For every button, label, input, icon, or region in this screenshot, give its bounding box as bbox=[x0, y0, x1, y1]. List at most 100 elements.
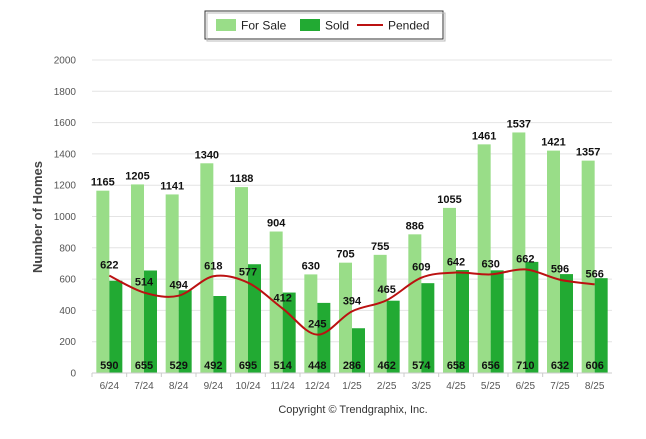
y-tick-label: 1200 bbox=[54, 181, 77, 192]
sold-value-label: 514 bbox=[273, 360, 292, 372]
legend-sold-label: Sold bbox=[325, 19, 349, 33]
for-sale-bar bbox=[477, 144, 491, 373]
x-tick-label: 12/24 bbox=[305, 381, 330, 392]
for-sale-value-label: 1165 bbox=[91, 177, 115, 189]
for-sale-bar bbox=[131, 184, 144, 373]
sold-bar bbox=[317, 302, 331, 373]
legend-for-sale-label: For Sale bbox=[241, 19, 287, 33]
pended-value-label: 642 bbox=[447, 257, 465, 269]
legend-box bbox=[204, 10, 444, 40]
legend-for-sale-swatch bbox=[216, 19, 236, 31]
pended-value-label: 577 bbox=[239, 267, 257, 279]
for-sale-value-label: 1421 bbox=[541, 137, 565, 149]
sold-value-label: 695 bbox=[239, 360, 257, 372]
sold-bar bbox=[178, 290, 192, 373]
sold-value-label: 656 bbox=[481, 360, 499, 372]
pended-value-label: 622 bbox=[100, 260, 118, 272]
pended-value-label: 514 bbox=[135, 277, 154, 289]
y-tick-label: 200 bbox=[59, 337, 76, 348]
sold-value-label: 529 bbox=[169, 360, 187, 372]
pended-value-label: 494 bbox=[169, 280, 188, 292]
x-tick-label: 9/24 bbox=[204, 381, 224, 392]
pended-value-label: 609 bbox=[412, 262, 430, 274]
for-sale-value-label: 1188 bbox=[230, 173, 254, 185]
sold-bar bbox=[560, 274, 573, 373]
for-sale-bar bbox=[547, 150, 560, 373]
for-sale-value-label: 904 bbox=[267, 218, 286, 230]
sold-bar bbox=[352, 328, 365, 373]
for-sale-value-label: 1141 bbox=[160, 180, 184, 192]
legend-shadow bbox=[206, 12, 446, 42]
pended-value-label: 630 bbox=[481, 258, 499, 270]
for-sale-value-label: 630 bbox=[302, 260, 320, 272]
legend: For Sale Sold Pended bbox=[204, 10, 446, 42]
for-sale-value-label: 1357 bbox=[576, 147, 600, 159]
pended-value-label: 618 bbox=[204, 260, 222, 272]
y-tick-label: 1600 bbox=[54, 118, 77, 129]
pended-value-label: 412 bbox=[273, 293, 291, 305]
for-sale-bar bbox=[339, 262, 352, 373]
sold-bar bbox=[386, 300, 400, 373]
x-tick-label: 5/25 bbox=[481, 381, 501, 392]
for-sale-bar bbox=[581, 160, 595, 373]
pended-value-label: 394 bbox=[343, 295, 362, 307]
copyright-notice: Copyright © Trendgraphix, Inc. bbox=[278, 404, 427, 416]
sold-bar bbox=[248, 264, 261, 373]
sold-value-label: 574 bbox=[412, 360, 431, 372]
for-sale-bar bbox=[408, 234, 422, 373]
for-sale-value-label: 1537 bbox=[507, 118, 531, 130]
sold-value-label: 658 bbox=[447, 360, 465, 372]
sold-value-label: 448 bbox=[308, 360, 326, 372]
pended-line bbox=[108, 268, 595, 336]
y-axis-title: Number of Homes bbox=[30, 161, 45, 273]
sold-value-label: 492 bbox=[204, 360, 222, 372]
y-tick-label: 600 bbox=[59, 275, 76, 286]
x-tick-label: 6/24 bbox=[100, 381, 120, 392]
sold-bar bbox=[282, 292, 296, 373]
sold-bar bbox=[490, 270, 504, 373]
for-sale-value-label: 1205 bbox=[125, 170, 149, 182]
sold-value-label: 632 bbox=[551, 360, 569, 372]
sold-value-label: 462 bbox=[377, 360, 395, 372]
x-tick-label: 4/25 bbox=[446, 381, 466, 392]
y-tick-label: 800 bbox=[59, 243, 76, 254]
sold-bar bbox=[109, 280, 123, 373]
for-sale-bar bbox=[512, 132, 526, 373]
x-tick-label: 2/25 bbox=[377, 381, 397, 392]
sold-bar bbox=[594, 278, 608, 373]
sold-value-label: 710 bbox=[516, 360, 534, 372]
pended-value-label: 465 bbox=[377, 284, 395, 296]
pended-value-label: 566 bbox=[585, 268, 603, 280]
x-tick-label: 7/24 bbox=[134, 381, 154, 392]
y-tick-label: 1000 bbox=[54, 212, 77, 223]
sold-value-label: 286 bbox=[343, 360, 361, 372]
for-sale-bar bbox=[443, 207, 456, 373]
x-tick-label: 7/25 bbox=[550, 381, 570, 392]
x-tick-label: 10/24 bbox=[235, 381, 260, 392]
y-tick-label: 2000 bbox=[54, 56, 77, 67]
x-tick-label: 1/25 bbox=[342, 381, 362, 392]
for-sale-value-label: 755 bbox=[371, 241, 389, 253]
sold-value-label: 655 bbox=[135, 360, 153, 372]
x-tick-label: 8/25 bbox=[585, 381, 605, 392]
for-sale-value-label: 886 bbox=[406, 220, 424, 232]
x-tick-label: 8/24 bbox=[169, 381, 189, 392]
for-sale-value-label: 1461 bbox=[472, 130, 496, 142]
for-sale-bar bbox=[200, 163, 214, 373]
for-sale-value-label: 1340 bbox=[195, 149, 219, 161]
pended-value-label: 245 bbox=[308, 319, 326, 331]
x-tick-label: 11/24 bbox=[271, 381, 296, 392]
for-sale-bar bbox=[165, 194, 179, 373]
sold-value-label: 606 bbox=[585, 360, 603, 372]
pended-line-series bbox=[108, 268, 595, 336]
for-sale-value-label: 705 bbox=[336, 249, 354, 261]
sold-bar bbox=[421, 283, 435, 373]
for-sale-bar bbox=[373, 254, 387, 373]
axes: Number of Homes 0 200 400 600 800 1000 1200 140… bbox=[30, 56, 612, 392]
sold-bar bbox=[456, 270, 469, 373]
y-tick-label: 1400 bbox=[54, 149, 77, 160]
y-tick-label: 0 bbox=[70, 369, 76, 380]
sold-value-label: 590 bbox=[100, 360, 118, 372]
x-tick-label: 6/25 bbox=[516, 381, 536, 392]
